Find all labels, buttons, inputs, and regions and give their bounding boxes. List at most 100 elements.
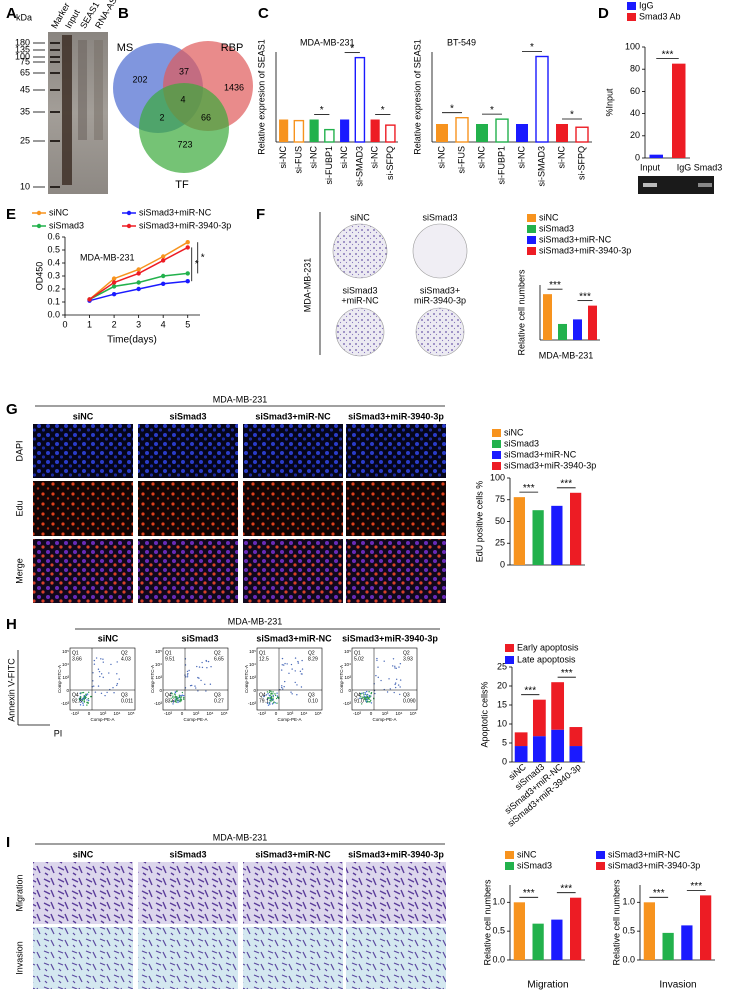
quadrant-value: 83.6 <box>165 698 175 704</box>
flow-event <box>377 666 379 668</box>
x-tick-label: si-NC <box>556 146 566 169</box>
flow-event <box>365 700 368 703</box>
flow-event <box>179 697 182 699</box>
flow-event <box>275 697 278 700</box>
y-tick-label: 15 <box>497 699 507 709</box>
legend-swatch <box>505 862 514 870</box>
x-tick-label: si-SFPQ <box>385 146 395 180</box>
legend-marker <box>36 223 42 229</box>
flow-event <box>82 704 85 706</box>
flow-event <box>95 657 98 659</box>
flow-event <box>186 670 189 673</box>
flow-event <box>197 690 199 692</box>
axis-label: Annexin V-FITC <box>6 658 16 722</box>
bar <box>279 119 289 142</box>
panel-label: I <box>6 834 10 851</box>
flow-event <box>276 696 279 699</box>
y-tick-label: 0.1 <box>47 296 60 306</box>
significance: * <box>201 252 205 263</box>
bar <box>700 895 712 960</box>
flow-event <box>269 701 271 704</box>
flow-event <box>265 694 268 696</box>
legend-label: Late apoptosis <box>517 654 576 664</box>
flow-event <box>266 702 269 705</box>
flow-event <box>97 668 100 670</box>
venn-circle <box>139 83 229 173</box>
flow-event <box>281 657 284 660</box>
flow-event <box>383 660 385 662</box>
colony-label: siSmad3+ <box>420 285 460 295</box>
point <box>136 280 141 285</box>
flow-event <box>395 678 398 681</box>
bar <box>672 63 686 158</box>
flow-event <box>363 694 365 696</box>
bar <box>370 119 380 142</box>
flow-event <box>102 661 104 663</box>
flow-event <box>205 690 207 692</box>
flow-event <box>85 693 87 695</box>
flow-plot <box>256 647 323 711</box>
bar <box>455 116 469 143</box>
legend-swatch <box>505 656 514 664</box>
flow-event <box>170 697 172 699</box>
column-label: siSmad3+miR-NC <box>256 633 332 643</box>
flow-event <box>375 674 377 677</box>
flow-event <box>392 658 395 660</box>
micrograph <box>346 481 446 536</box>
flow-event <box>266 698 269 701</box>
micrograph <box>138 424 238 478</box>
y-tick-label: 0.3 <box>47 270 60 280</box>
flow-event <box>286 663 288 665</box>
flow-event <box>290 663 293 666</box>
bar-segment <box>514 732 528 747</box>
y-axis-label: Relative expresion of SEAS1 <box>256 39 266 155</box>
significance: *** <box>523 888 535 899</box>
x-tick-label: si-NC <box>436 146 446 169</box>
flow-event <box>108 672 110 674</box>
significance: *** <box>653 888 665 899</box>
y-tick-label: 0 <box>635 152 640 162</box>
column-label: siSmad3 <box>169 849 206 859</box>
flow-event <box>359 697 361 700</box>
flow-tick-label: 10³ <box>155 675 162 680</box>
flow-event <box>205 660 208 662</box>
flow-event <box>86 704 88 706</box>
legend-label: siSmad3 <box>539 223 574 233</box>
significance: *** <box>662 49 674 60</box>
column-label: siSmad3+miR-3940-3p <box>342 633 438 643</box>
flow-event <box>267 693 269 695</box>
point <box>87 297 92 302</box>
bar <box>575 126 589 143</box>
x-tick-label: si-SMAD3 <box>354 146 364 187</box>
flow-event <box>376 657 378 660</box>
flow-plot <box>162 647 229 711</box>
flow-event <box>365 698 367 700</box>
flow-event <box>180 694 182 697</box>
y-axis-label: %Input <box>604 88 614 117</box>
flow-event <box>94 691 97 693</box>
bar-segment <box>551 682 565 730</box>
y-tick-label: 0.0 <box>47 309 60 319</box>
flow-event <box>368 695 371 698</box>
flow-event <box>394 683 396 686</box>
y-tick-label: 10 <box>497 718 507 728</box>
legend-swatch <box>492 429 501 437</box>
y-tick-label: 1.0 <box>492 897 505 907</box>
flow-event <box>276 702 278 704</box>
flow-tick-label: 10⁴ <box>301 711 308 716</box>
flow-event <box>174 699 177 701</box>
x-tick-label: si-NC <box>476 146 486 169</box>
quadrant-name: Q4 <box>354 692 361 698</box>
lane-label: Input <box>640 162 661 172</box>
flow-event <box>377 676 379 679</box>
region-count: 66 <box>201 112 211 122</box>
bar <box>513 902 525 960</box>
flow-event <box>276 692 278 694</box>
point <box>136 286 141 292</box>
flow-event <box>291 668 293 670</box>
flow-tick-label: 10⁴ <box>62 662 69 667</box>
y-tick-label: 5 <box>502 737 507 747</box>
flow-event <box>297 662 300 664</box>
x-tick-label: 3 <box>136 319 141 329</box>
marker-band <box>50 42 60 44</box>
